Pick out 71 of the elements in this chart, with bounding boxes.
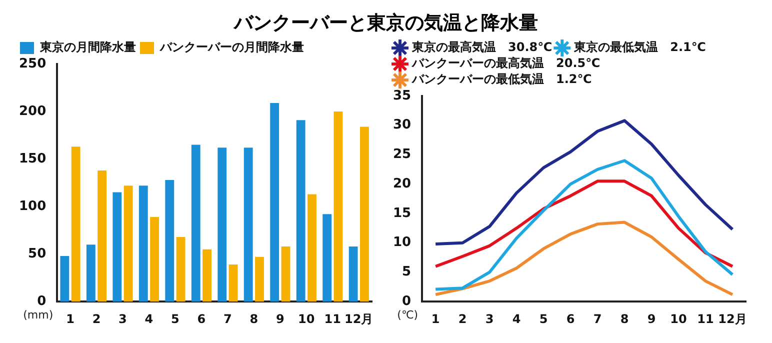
x-tick-label: 8 xyxy=(620,312,629,326)
x-tick-label: 9 xyxy=(647,312,656,326)
y-tick-label: 15 xyxy=(392,206,412,221)
bar xyxy=(296,120,306,302)
x-tick-label: 12月 xyxy=(718,312,747,326)
bar xyxy=(308,194,316,302)
x-tick-label: 2 xyxy=(92,312,101,326)
y-tick-label: 30 xyxy=(392,118,412,133)
x-tick-label: 11 xyxy=(324,312,341,326)
legend-label: バンクーバーの最高気温 20.5℃ xyxy=(411,56,600,70)
bar xyxy=(281,246,290,302)
bar xyxy=(165,180,174,302)
x-tick-label: 9 xyxy=(276,312,284,326)
bar xyxy=(150,217,160,302)
x-tick-label: 10 xyxy=(670,312,687,326)
y-tick-label: 0 xyxy=(402,294,412,309)
bar xyxy=(228,264,238,302)
legend-label: バンクーバーの最低気温 1.2℃ xyxy=(411,72,592,86)
bar xyxy=(270,102,280,302)
bar xyxy=(322,214,332,302)
bar xyxy=(255,256,264,302)
legend-label: バンクーバーの月間降水量 xyxy=(159,40,304,54)
x-tick-label: 8 xyxy=(250,312,258,326)
bar xyxy=(244,148,253,302)
y-tick-label: 35 xyxy=(392,88,412,104)
bar xyxy=(218,148,227,302)
y-axis-title: (mm) xyxy=(23,308,54,322)
x-tick-label: 1 xyxy=(66,312,74,326)
y-tick-label: 0 xyxy=(37,294,46,309)
legend-label: 東京の月間降水量 xyxy=(39,40,136,54)
legend-label: 東京の最低気温 2.1℃ xyxy=(573,40,706,54)
x-tick-label: 5 xyxy=(171,312,180,326)
y-tick-label: 200 xyxy=(18,104,46,119)
y-tick-label: 100 xyxy=(18,198,46,214)
bar xyxy=(124,186,133,302)
x-tick-label: 3 xyxy=(118,312,127,326)
x-tick-label: 7 xyxy=(224,312,232,326)
y-tick-label: 250 xyxy=(18,56,46,72)
x-tick-label: 12月 xyxy=(344,312,374,326)
bar xyxy=(348,246,358,302)
y-tick-label: 20 xyxy=(392,176,412,192)
y-tick-label: 50 xyxy=(28,246,46,262)
bar xyxy=(112,192,122,302)
bar xyxy=(60,256,70,302)
chart-title: バンクーバーと東京の気温と降水量 xyxy=(232,11,539,36)
x-tick-label: 5 xyxy=(539,312,548,326)
x-tick-label: 3 xyxy=(485,312,494,326)
x-tick-label: 2 xyxy=(458,312,467,326)
x-tick-label: 1 xyxy=(431,312,440,326)
x-tick-label: 6 xyxy=(197,312,206,326)
bar xyxy=(86,244,96,302)
x-tick-label: 10 xyxy=(298,312,315,326)
x-tick-label: 7 xyxy=(593,312,602,326)
x-tick-label: 6 xyxy=(566,312,575,326)
y-tick-label: 150 xyxy=(18,151,46,166)
bar xyxy=(138,186,148,302)
bar xyxy=(191,144,200,302)
bar xyxy=(176,236,186,302)
bar xyxy=(360,126,369,302)
y-tick-label: 10 xyxy=(392,235,412,250)
x-tick-label: 11 xyxy=(697,312,714,326)
y-axis-title: (℃) xyxy=(397,308,418,322)
x-tick-label: 4 xyxy=(144,312,154,326)
bar xyxy=(202,249,212,302)
legend-label: 東京の最高気温 30.8℃ xyxy=(411,40,552,54)
bar xyxy=(334,112,343,302)
y-tick-label: 5 xyxy=(402,264,412,280)
x-tick-label: 4 xyxy=(512,312,521,326)
bar xyxy=(71,146,80,302)
y-tick-label: 25 xyxy=(392,147,412,162)
bar xyxy=(98,170,107,302)
